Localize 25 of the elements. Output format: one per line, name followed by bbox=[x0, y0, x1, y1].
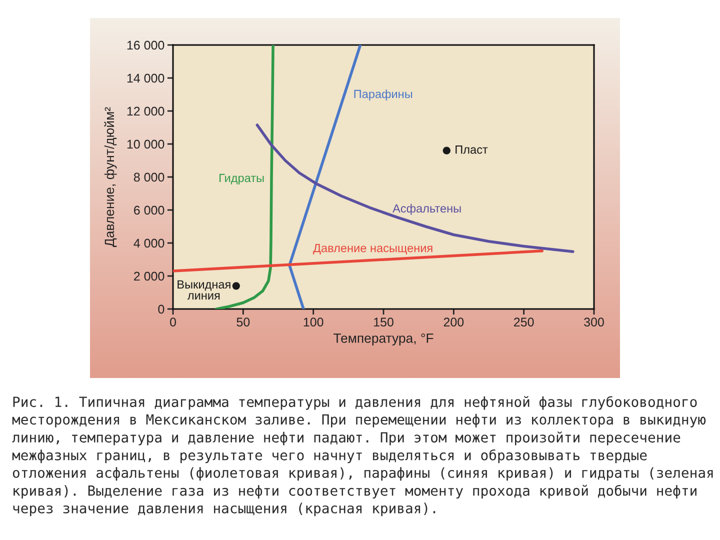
x-tick-label: 300 bbox=[584, 318, 604, 327]
x-tick-label: 100 bbox=[304, 318, 324, 327]
y-tick-label: 14 000 bbox=[127, 74, 164, 83]
x-tick-label: 150 bbox=[374, 318, 394, 327]
y-tick-label: 6 000 bbox=[134, 206, 164, 215]
y-tick-label: 12 000 bbox=[127, 106, 164, 116]
series-label: Выкидная линия bbox=[178, 280, 230, 300]
series-label: Асфальтены bbox=[392, 204, 461, 215]
x-tick-label: 200 bbox=[444, 318, 464, 327]
series-label: Парафины bbox=[354, 90, 412, 101]
y-tick-label: 8 000 bbox=[134, 172, 164, 182]
y-tick-label: 16 000 bbox=[127, 40, 164, 50]
y-tick-label: 4 000 bbox=[134, 238, 164, 248]
text: Рис. 1. Типичная диаграмма температуры и давления для нефтяной фазы глубоководного месторождения в Мексиканском заливе. При перемещении нефти из коллектора в выкидную линию, температура и давление нефти падают. При этом может произойти пересечение межфазных границ, в результате чего начнут выделяться и образовывать твердые отложения асфальтены (фиолетовая кривая), парафины (синяя кривая) и гидраты (зеленая кривая). Выделение газа из нефти соответствует моменту прохода кривой добычи нефти через значение давления насыщения (красная кривая). bbox=[12, 396, 713, 516]
series-label: Гидраты bbox=[220, 174, 264, 185]
x-axis-title: Температура, °F bbox=[334, 334, 434, 346]
x-tick-label: 50 bbox=[236, 318, 250, 327]
y-tick-label: 0 bbox=[158, 304, 164, 314]
x-tick-label: 250 bbox=[514, 318, 534, 327]
series-label: Давление насыщения bbox=[313, 244, 432, 254]
y-tick-label: 2 000 bbox=[134, 272, 164, 281]
x-tick-label: 0 bbox=[170, 318, 176, 327]
y-tick-label: 10 000 bbox=[127, 140, 164, 149]
y-axis-title: Давление, фунт/дюйм² bbox=[104, 107, 117, 247]
series-label: Пласт bbox=[456, 146, 488, 154]
